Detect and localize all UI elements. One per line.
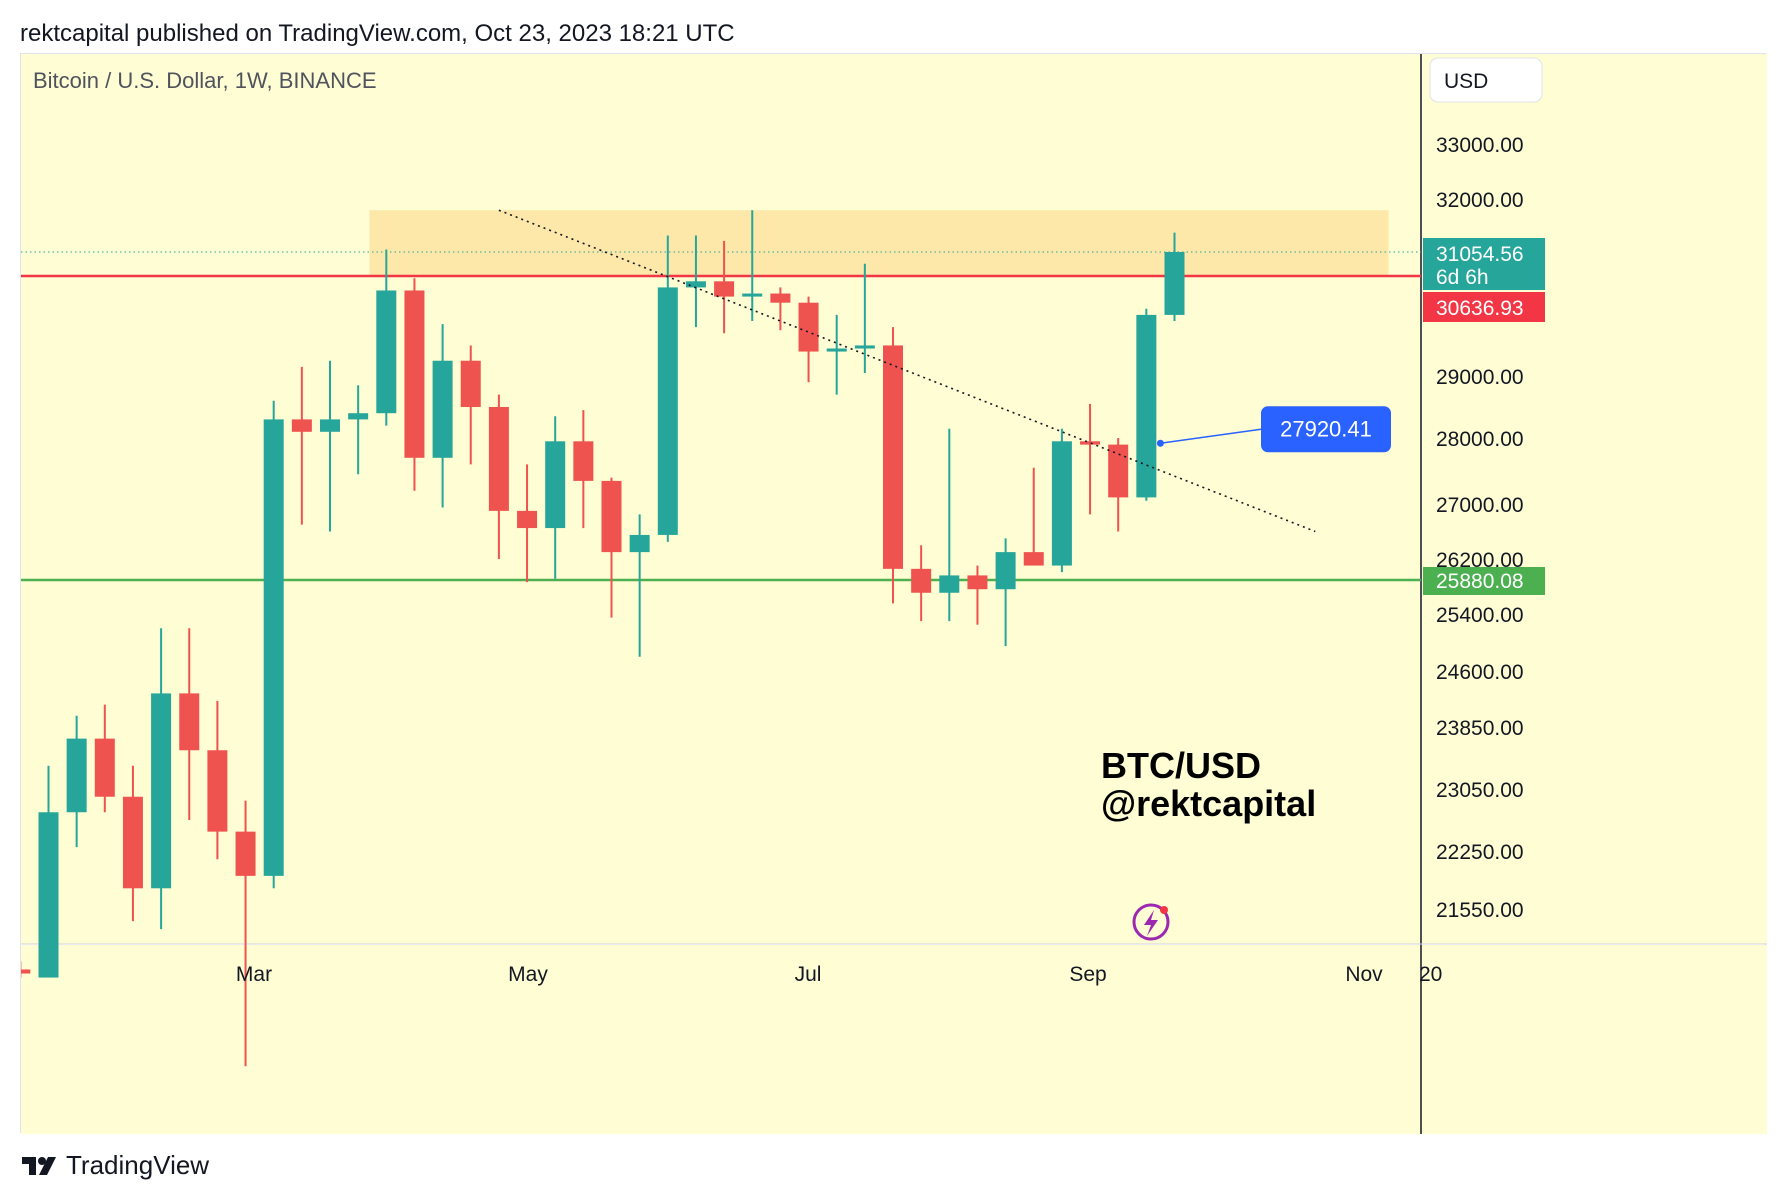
- candle-body: [179, 693, 200, 751]
- candle-body: [1164, 252, 1185, 315]
- current-price-label: 31054.56: [1436, 243, 1524, 266]
- descending-trendline: [498, 209, 1316, 533]
- candle-body: [517, 510, 538, 529]
- candle-body: [488, 407, 509, 511]
- y-tick-label: 22250.00: [1436, 841, 1524, 864]
- x-tick-label: Jul: [795, 963, 822, 986]
- candle-body: [235, 831, 256, 876]
- candle-body: [629, 534, 650, 553]
- x-tick-label: 20: [1419, 963, 1442, 986]
- candle-body: [1080, 441, 1101, 445]
- y-tick-label: 27000.00: [1436, 494, 1524, 517]
- candle-body: [883, 345, 903, 569]
- candle-body: [66, 738, 87, 813]
- y-tick-label: 23050.00: [1436, 779, 1524, 802]
- y-tick-label: 32000.00: [1436, 189, 1524, 212]
- candle-body: [939, 575, 960, 593]
- candle-body: [798, 302, 819, 352]
- candle-body: [207, 750, 228, 832]
- candle-body: [714, 281, 735, 297]
- candle-body: [995, 552, 1016, 590]
- x-tick-label: May: [508, 963, 548, 986]
- candle-body: [854, 345, 875, 349]
- y-tick-label: 25400.00: [1436, 604, 1524, 627]
- y-tick-label: 21550.00: [1436, 899, 1524, 922]
- candle-body: [320, 419, 340, 432]
- candle-body: [122, 796, 143, 889]
- bar-countdown-label: 6d 6h: [1436, 266, 1489, 289]
- currency-button-label[interactable]: USD: [1444, 70, 1488, 93]
- callout-connector: [1160, 428, 1262, 444]
- resistance-price-badge: [1423, 292, 1545, 322]
- footer-brand: TradingView: [66, 1150, 210, 1180]
- candle-body: [151, 693, 172, 889]
- candle-body: [1051, 441, 1072, 566]
- candlestick-chart[interactable]: 27920.41 Bitcoin / U.S. Dollar, 1W, BINAN…: [21, 54, 1767, 1134]
- candle-body: [94, 738, 115, 797]
- lightning-icon[interactable]: [1132, 903, 1170, 941]
- callout-box: [1261, 406, 1391, 453]
- candle-body: [432, 360, 453, 458]
- candle-body: [657, 287, 678, 535]
- candle-body: [1023, 552, 1044, 566]
- candle-body: [545, 441, 566, 529]
- publish-info: rektcapital published on TradingView.com…: [20, 20, 735, 47]
- watermark-line-2: @rektcapital: [1101, 783, 1316, 824]
- candle-body: [263, 419, 284, 876]
- candle-body: [601, 480, 622, 553]
- candle-body: [1108, 444, 1129, 498]
- x-tick-label: Nov: [1345, 963, 1383, 986]
- y-tick-label: 29000.00: [1436, 366, 1524, 389]
- notification-dot-icon: [1160, 906, 1168, 914]
- x-tick-label: Sep: [1069, 963, 1106, 986]
- y-tick-label: 23850.00: [1436, 717, 1524, 740]
- x-tick-label: Mar: [236, 963, 272, 986]
- candle-body: [376, 290, 397, 414]
- tradingview-logo-icon: [22, 1156, 56, 1175]
- resistance-zone: [369, 210, 1389, 276]
- callout-label: 27920.41: [1280, 416, 1372, 441]
- resistance-price-label: 30636.93: [1436, 297, 1524, 320]
- plot-area: [21, 54, 1421, 944]
- watermark-line-1: BTC/USD: [1101, 745, 1261, 786]
- y-tick-label: 24600.00: [1436, 661, 1524, 684]
- footer: TradingView: [22, 1150, 209, 1181]
- candle-body: [460, 360, 481, 407]
- lightning-bolt-icon: [1144, 910, 1158, 936]
- candle-body: [21, 969, 31, 974]
- support-price-label: 25880.08: [1436, 570, 1524, 593]
- candle-body: [404, 290, 425, 458]
- time-axis: [21, 945, 1767, 1134]
- currency-button[interactable]: [1429, 57, 1543, 103]
- candle-body: [348, 413, 369, 420]
- y-tick-label: 28000.00: [1436, 428, 1524, 451]
- candle-body: [770, 293, 791, 303]
- candle-body: [685, 281, 706, 288]
- candle-body: [742, 293, 763, 297]
- chart-panel[interactable]: 27920.41 Bitcoin / U.S. Dollar, 1W, BINAN…: [20, 53, 1767, 1134]
- candle-body: [967, 575, 988, 590]
- candle-body: [38, 812, 59, 978]
- price-axis: [1422, 54, 1767, 944]
- y-tick-label: 26200.00: [1436, 549, 1524, 572]
- current-price-badge: [1423, 238, 1545, 290]
- y-tick-label: 33000.00: [1436, 134, 1524, 157]
- candle-body: [826, 348, 847, 352]
- symbol-label: Bitcoin / U.S. Dollar, 1W, BINANCE: [33, 68, 377, 93]
- candle-body: [1136, 314, 1157, 498]
- support-price-badge: [1423, 567, 1545, 595]
- candle-body: [573, 441, 594, 481]
- candle-body: [291, 419, 312, 432]
- candle-body: [911, 568, 932, 593]
